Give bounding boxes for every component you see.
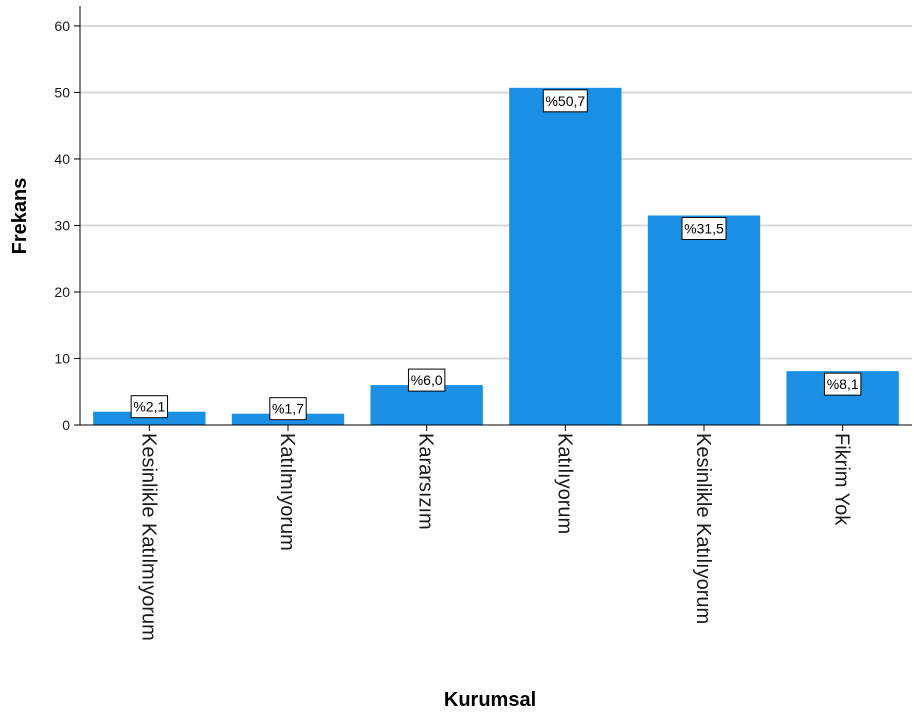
data-label: %31,5 <box>684 221 724 237</box>
data-label-box <box>407 368 446 392</box>
y-tick-label: 30 <box>54 217 70 233</box>
x-category-label: Kararsızım <box>415 433 437 530</box>
y-ticks: 0 10 20 30 40 50 60 <box>54 18 80 433</box>
data-label-box <box>823 372 862 396</box>
y-tick-label: 10 <box>54 350 70 366</box>
x-category-label: Katılmıyorum <box>276 433 298 551</box>
y-tick-label: 60 <box>54 18 70 34</box>
data-label-box <box>269 397 307 421</box>
bar <box>509 87 622 426</box>
data-label-box <box>542 89 588 113</box>
data-labels: %2,1 %1,7 %6,0 %50,7 %31,5 %8,1 <box>130 89 862 421</box>
data-label: %8,1 <box>827 376 859 392</box>
data-label-box <box>130 395 169 419</box>
data-label: %6,0 <box>411 372 443 388</box>
gridlines <box>80 24 912 360</box>
y-tick-label: 40 <box>54 151 70 167</box>
data-label: %2,1 <box>133 399 165 415</box>
y-tick-label: 20 <box>54 284 70 300</box>
x-category-label: Katılıyorum <box>553 433 575 534</box>
x-category-label: Fikrim Yok <box>831 433 853 526</box>
x-category-label: Kesinlikle Katılmıyorum <box>137 433 159 641</box>
data-label-box <box>681 217 727 240</box>
bar <box>647 215 761 425</box>
data-label: %50,7 <box>545 93 585 109</box>
y-axis-title: Frekans <box>9 178 31 255</box>
bar <box>370 385 483 425</box>
data-label: %1,7 <box>272 401 304 417</box>
x-category-label: Kesinlikle Katılıyorum <box>692 433 714 624</box>
y-tick-label: 0 <box>62 417 70 433</box>
y-tick-label: 50 <box>54 84 70 100</box>
bars <box>93 87 899 426</box>
x-axis-title: Kurumsal <box>444 689 536 711</box>
x-category-labels: Kesinlikle Katılmıyorum Katılmıyorum Karar… <box>137 425 853 641</box>
bar <box>93 411 206 425</box>
